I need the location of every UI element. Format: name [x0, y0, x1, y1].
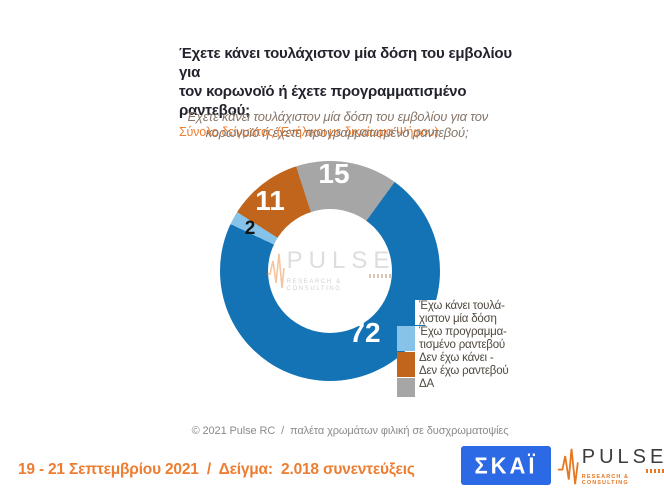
pulse-logo-tagline: RESEARCH & CONSULTING — [581, 473, 630, 486]
legend-swatch — [397, 300, 415, 325]
pulse-logo-text: PULSE RESEARCH & CONSULTING — [581, 445, 664, 486]
pulse-waveform-icon — [265, 253, 285, 289]
pulse-watermark-text: PULSE RESEARCH & CONSULTING — [287, 249, 396, 293]
donut-hole: PULSE RESEARCH & CONSULTING — [265, 209, 394, 333]
skai-logo: ΣΚΑΪ — [461, 446, 551, 485]
pulse-logo-brand: PULSE — [581, 445, 664, 468]
legend-swatch — [397, 326, 415, 351]
legend-item-none: Δεν έχω κάνει - Δεν έχω ραντεβού — [397, 352, 521, 377]
pulse-logo: PULSE RESEARCH & CONSULTING — [557, 440, 664, 492]
survey-period-sample: 19 - 21 Σεπτεμβρίου 2021 / Δείγμα: 2.018… — [18, 461, 415, 478]
chart-question-line-2: κορωνοϊό ή έχετε προγραμματισμένο ραντεβ… — [205, 125, 469, 140]
pulse-watermark-brand: PULSE — [286, 247, 396, 274]
legend-item-appointment: Έχω προγραμμα- τισμένο ραντεβού — [397, 326, 521, 351]
legend-swatch — [397, 352, 415, 377]
page-title-line-1: Έχετε κάνει τουλάχιστον μία δόση του εμβ… — [179, 45, 512, 81]
pulse-watermark-tagline: RESEARCH & CONSULTING — [286, 279, 342, 292]
slice-value-none: 11 — [255, 185, 285, 216]
slice-value-da: 15 — [318, 158, 350, 189]
slice-value-appointment: 2 — [244, 218, 256, 239]
legend-item-dose: Έχω κάνει τουλά- χιστον μία δόση — [397, 300, 521, 325]
legend-swatch — [397, 378, 415, 397]
legend-label: Δεν έχω κάνει - Δεν έχω ραντεβού — [415, 352, 521, 377]
chart-legend: Έχω κάνει τουλά- χιστον μία δόση Έχω προ… — [397, 300, 521, 398]
pulse-watermark-barcode-icon — [369, 274, 394, 278]
pulse-logo-waveform-icon — [557, 448, 579, 485]
legend-label: ΔΑ — [415, 378, 521, 397]
page-title-line-2: τον κορωνοϊό ή έχετε προγραμματισμένο ρα… — [179, 83, 467, 119]
legend-label: Έχω κάνει τουλά- χιστον μία δόση — [415, 300, 521, 325]
legend-label: Έχω προγραμμα- τισμένο ραντεβού — [415, 326, 521, 351]
pulse-logo-barcode-icon — [645, 468, 664, 473]
slice-value-dose: 72 — [349, 317, 381, 348]
header: Έχετε κάνει τουλάχιστον μία δόση του εμβ… — [179, 44, 519, 139]
copyright-note: © 2021 Pulse RC / παλέτα χρωμάτων φιλική… — [191, 425, 509, 437]
chart-question: Έχετε κάνει τουλάχιστον μία δόση του εμβ… — [155, 109, 519, 141]
pulse-watermark: PULSE RESEARCH & CONSULTING — [265, 249, 396, 293]
sample-subtitle: Σύνολο δείγματος (Ενήλικοι με δικαίωμα Ψ… — [179, 125, 439, 139]
legend-item-da: ΔΑ — [397, 378, 521, 397]
skai-logo-text: ΣΚΑΪ — [474, 451, 538, 479]
chart-question-line-1: Έχετε κάνει τουλάχιστον μία δόση του εμβ… — [185, 109, 489, 124]
